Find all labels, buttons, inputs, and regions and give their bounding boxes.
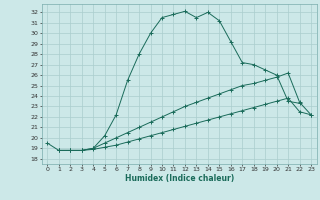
X-axis label: Humidex (Indice chaleur): Humidex (Indice chaleur)	[124, 174, 234, 183]
